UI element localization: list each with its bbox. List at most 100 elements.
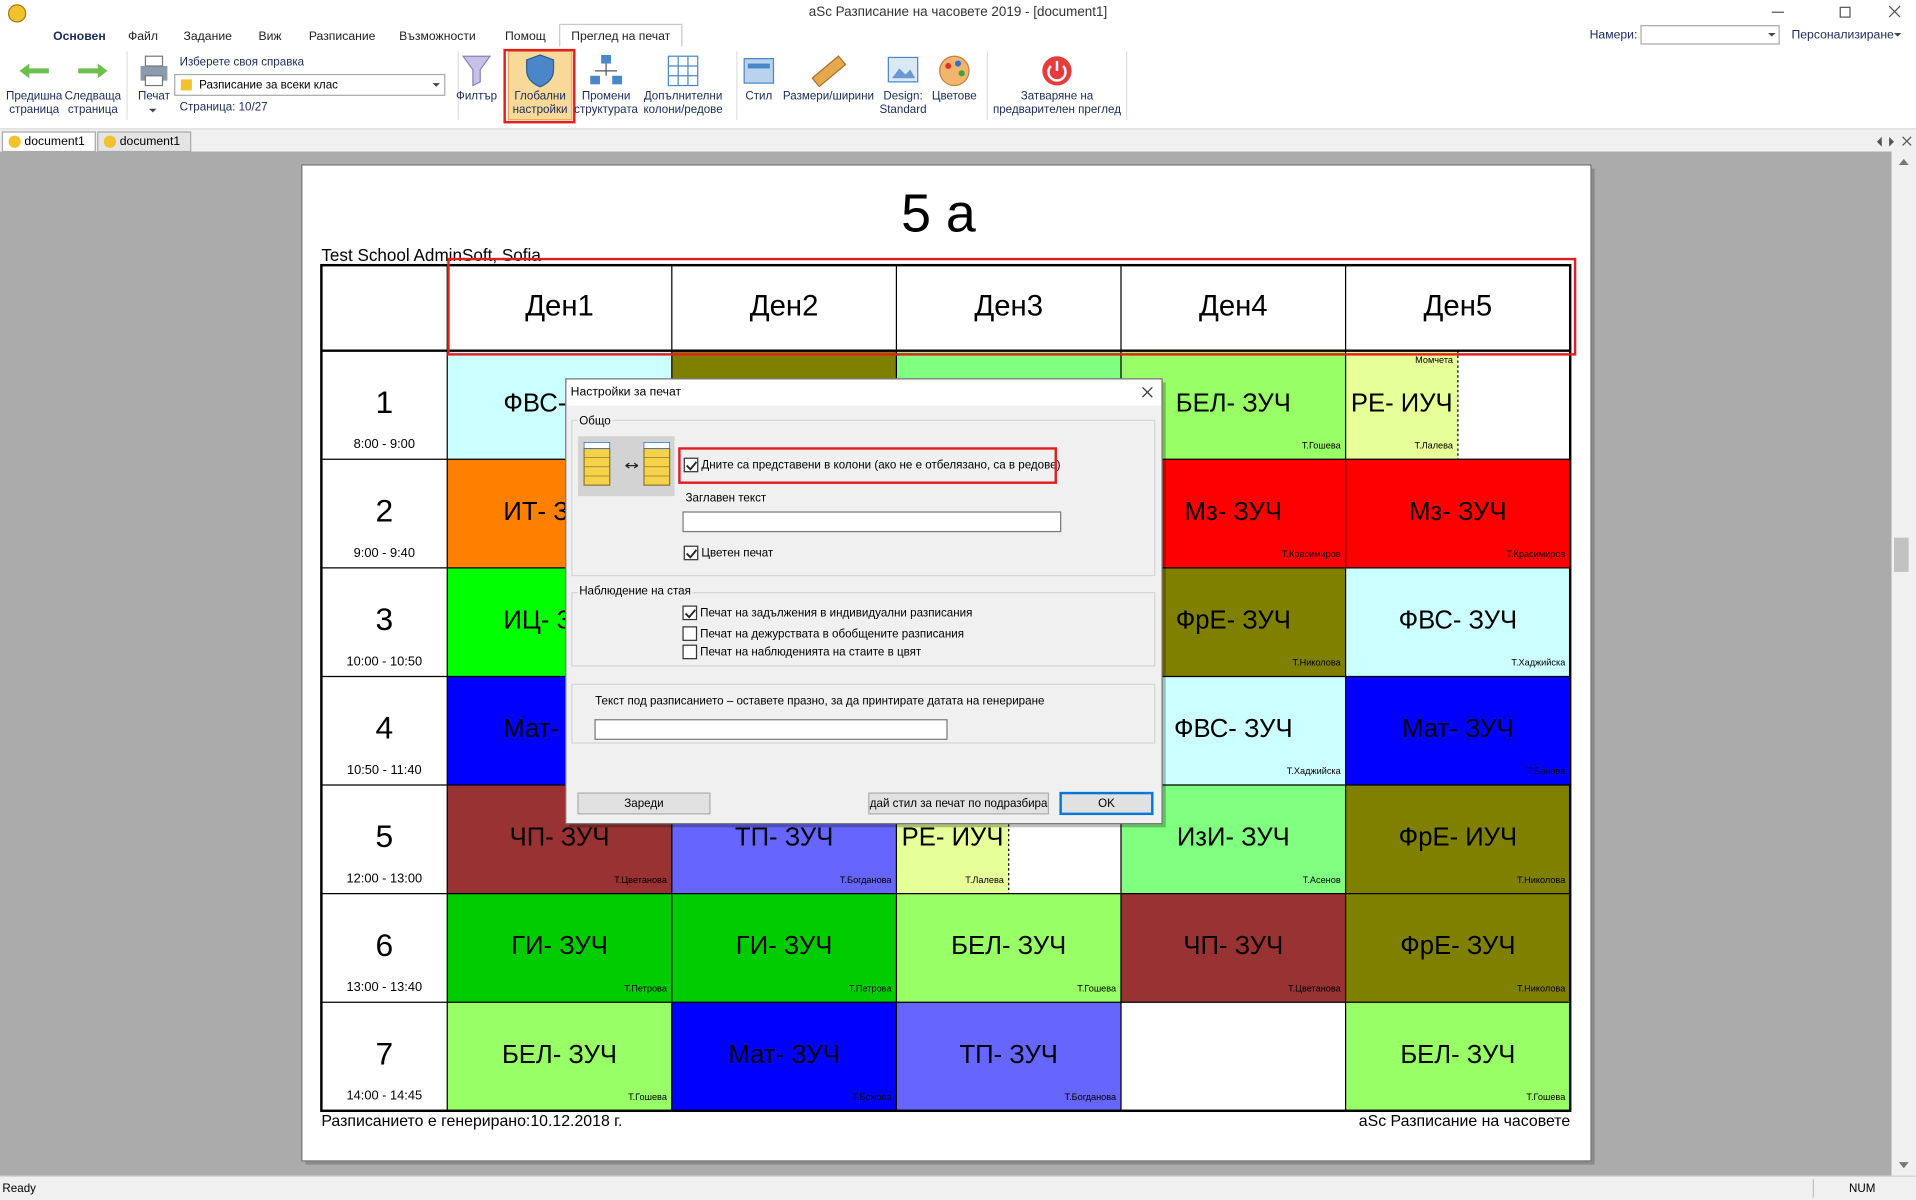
text-input[interactable] xyxy=(594,719,948,740)
ribbon-button-label[interactable]: настройки xyxy=(513,103,568,116)
ribbon-button-label[interactable]: страница xyxy=(9,103,60,116)
cell-subject: Мат- ЗУЧ xyxy=(728,1041,839,1069)
button-label[interactable]: дай стил за печат по подразбира xyxy=(870,797,1048,810)
ribbon-button-label[interactable]: Цветове xyxy=(932,90,977,103)
icon xyxy=(461,55,492,87)
ribbon-button-label[interactable]: страница xyxy=(68,103,119,116)
cell-subject: Мат- ЗУЧ xyxy=(1402,715,1513,743)
cell-teacher: Т.Лалева xyxy=(965,875,1004,885)
button[interactable] xyxy=(577,792,711,815)
dropdown-arrow xyxy=(1768,32,1776,37)
cell-teacher: Т.Цветанова xyxy=(614,875,668,885)
generated-note: Разписанието е генерирано:10.12.2018 г. xyxy=(321,1113,622,1130)
timetable-cell xyxy=(1121,893,1346,1003)
scroll-thumb[interactable] xyxy=(1894,537,1909,572)
cell-subject: ФрЕ- ЗУЧ xyxy=(1400,932,1515,960)
ribbon-button-label[interactable]: Глобални xyxy=(514,90,565,103)
app-credit: aSc Разписание на часовете xyxy=(1359,1113,1571,1130)
period-time: 12:00 - 13:00 xyxy=(346,871,422,886)
status-indicator: NUM xyxy=(1849,1182,1875,1195)
checkmark xyxy=(686,549,698,559)
report-select[interactable] xyxy=(174,73,446,96)
button-label[interactable]: Зареди xyxy=(624,797,663,810)
checkbox-label[interactable]: Печат на дежурствата в обобщените разпис… xyxy=(700,627,964,640)
period-time: 13:00 - 13:40 xyxy=(346,979,422,994)
menu-item[interactable]: Разписание xyxy=(309,29,376,43)
customize-menu[interactable]: Персонализиране xyxy=(1792,28,1895,42)
checkbox[interactable] xyxy=(682,644,698,660)
icon xyxy=(526,54,555,88)
icon xyxy=(601,54,611,64)
ribbon-button-label[interactable]: Следваща xyxy=(65,90,122,103)
ribbon-button-label[interactable]: Standard xyxy=(879,103,926,116)
ribbon-button-label[interactable]: Размери/ширини xyxy=(783,90,874,103)
period-time: 10:00 - 10:50 xyxy=(346,653,422,668)
report-select-value: Разписание за всеки клас xyxy=(199,79,338,92)
ribbon-button-label[interactable]: Design: xyxy=(883,90,922,103)
ribbon-button-label[interactable]: Филтър xyxy=(456,90,497,103)
cell-teacher: Т.Николова xyxy=(1517,875,1566,885)
icon xyxy=(667,55,699,87)
ribbon-button-label[interactable]: предварителен преглед xyxy=(993,103,1121,116)
checkbox[interactable] xyxy=(683,545,699,561)
report-label: Изберете своя справка xyxy=(180,55,305,68)
field-label: Текст под разписанието – оставете празно… xyxy=(595,694,1044,707)
checkbox-label[interactable]: Печат на наблюденията на стаите в цвят xyxy=(700,646,922,659)
button[interactable] xyxy=(868,792,1050,815)
dropdown-arrow xyxy=(1894,32,1902,37)
period-time: 10:50 - 11:40 xyxy=(347,762,422,777)
ribbon-button-label[interactable]: Затваряне на xyxy=(1021,90,1094,103)
checkbox[interactable] xyxy=(682,605,698,621)
cell-subject: ФВС- ЗУЧ xyxy=(1174,715,1293,743)
doc-tab-label[interactable]: document1 xyxy=(120,134,181,148)
ribbon-button-label[interactable]: Стил xyxy=(745,90,772,103)
menu-item[interactable]: Помощ xyxy=(505,29,546,43)
dialog-title-bar xyxy=(566,380,1161,406)
icon xyxy=(892,68,916,79)
dialog-close xyxy=(1142,386,1153,398)
timetable-cell xyxy=(447,1002,672,1111)
period-number: 7 xyxy=(375,1035,393,1071)
cell-subject: БЕЛ- ЗУЧ xyxy=(1176,389,1291,417)
button[interactable] xyxy=(1059,791,1154,816)
icon xyxy=(945,62,952,70)
button-label[interactable]: OK xyxy=(1098,797,1115,810)
period-number: 2 xyxy=(375,492,393,528)
cell-teacher: Т.Гошева xyxy=(1302,440,1342,450)
menu-item[interactable]: Основен xyxy=(53,29,106,43)
menu-item[interactable]: Задание xyxy=(184,29,233,43)
cell-subject: ГИ- ЗУЧ xyxy=(511,932,608,960)
find-input[interactable] xyxy=(1640,25,1780,45)
timetable-cell xyxy=(896,1002,1122,1111)
window-title: aSc Разписание на часовете 2019 - [docum… xyxy=(809,4,1107,19)
ribbon-button-label[interactable]: Промени xyxy=(582,90,631,103)
checkbox-label[interactable]: Печат на задължения в индивидуални разпи… xyxy=(700,607,972,620)
day-header: Ден1 xyxy=(525,290,594,323)
cell-teacher: Т.Красимиров xyxy=(1507,549,1566,559)
icon xyxy=(612,75,622,85)
menu-item[interactable]: Виж xyxy=(258,29,282,43)
cell-subject: Мз- ЗУЧ xyxy=(1185,498,1282,526)
menu-item[interactable]: Преглед на печат xyxy=(571,29,670,43)
restore-icon[interactable] xyxy=(1839,6,1851,18)
menu-item[interactable]: Възможности xyxy=(399,29,476,43)
ribbon-button-label[interactable]: Печат xyxy=(138,90,171,103)
checkbox[interactable] xyxy=(683,457,699,473)
timetable-cell xyxy=(1345,567,1571,677)
ribbon-button-label[interactable]: структурата xyxy=(574,103,638,116)
ribbon-button-label[interactable]: Допълнителни xyxy=(644,90,722,103)
ribbon-button-label[interactable]: Предишна xyxy=(6,90,63,103)
cell-teacher: Т.Николова xyxy=(1292,658,1341,668)
cell-subject: БЕЛ- ЗУЧ xyxy=(1400,1041,1515,1069)
cell-teacher: Т.Гошева xyxy=(628,1092,668,1102)
menu-item[interactable]: Файл xyxy=(128,29,158,43)
checkbox-label[interactable]: Цветен печат xyxy=(701,547,773,560)
cell-subject: ИТ- З xyxy=(503,498,568,526)
checkbox-label[interactable]: Дните са представени в колони (ако не е … xyxy=(701,459,1060,472)
checkbox[interactable] xyxy=(682,626,698,641)
text-input[interactable] xyxy=(682,511,1062,533)
doc-tab-label[interactable]: document1 xyxy=(24,134,85,148)
day-header: Ден4 xyxy=(1199,290,1268,323)
cell-teacher: Т.Банова xyxy=(1527,766,1566,776)
ribbon-button-label[interactable]: колони/редове xyxy=(643,103,722,116)
